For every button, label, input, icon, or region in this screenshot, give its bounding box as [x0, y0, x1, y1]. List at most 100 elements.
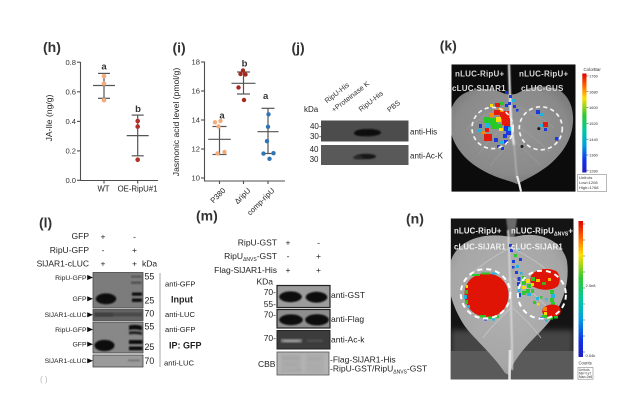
svg-text:+: + — [132, 245, 137, 255]
svg-text:70: 70 — [145, 309, 155, 319]
svg-text:(l): (l) — [39, 214, 52, 230]
svg-text:30: 30 — [310, 155, 319, 164]
svg-text:(n): (n) — [406, 210, 424, 226]
svg-text:Low=1208: Low=1208 — [579, 180, 598, 185]
svg-text:0.0: 0.0 — [65, 176, 76, 185]
svg-text:High=1768: High=1768 — [579, 185, 599, 190]
svg-text:Min=1e7: Min=1e7 — [579, 372, 592, 376]
svg-text:RipU-GFP: RipU-GFP — [50, 245, 90, 255]
svg-text:70: 70 — [145, 356, 155, 366]
svg-text:JA-Ile (ng/g): JA-Ile (ng/g) — [44, 94, 54, 141]
svg-text:nLUC-RipU+: nLUC-RipU+ — [455, 69, 504, 78]
svg-text:Jasmonic acid level (pmol/g): Jasmonic acid level (pmol/g) — [171, 68, 181, 177]
svg-text:+: + — [286, 238, 291, 248]
svg-text:RipUΔNVS-GST: RipUΔNVS-GST — [224, 251, 277, 263]
svg-text:cLUC-GUS: cLUC-GUS — [521, 84, 564, 93]
svg-text:1360: 1360 — [589, 153, 599, 158]
svg-text:+: + — [316, 265, 321, 275]
svg-text:70-: 70- — [264, 287, 276, 297]
svg-text:30-: 30- — [310, 132, 322, 141]
svg-text:SlJAR1-cLUC: SlJAR1-cLUC — [37, 259, 89, 269]
svg-text:RipU-GST: RipU-GST — [238, 238, 277, 248]
svg-text:a: a — [101, 62, 107, 73]
svg-text:SlJAR1-cLUC: SlJAR1-cLUC — [45, 312, 87, 319]
svg-text:-: - — [287, 251, 290, 261]
svg-text:(k): (k) — [440, 37, 457, 53]
svg-text:Input: Input — [171, 294, 193, 304]
svg-text:nLUC-RipUΔNVS+: nLUC-RipUΔNVS+ — [511, 227, 573, 238]
svg-text:cLUC-SlJAR1: cLUC-SlJAR1 — [454, 243, 506, 252]
svg-text:anti-LUC: anti-LUC — [164, 359, 194, 368]
svg-text:(m): (m) — [196, 208, 218, 224]
svg-text:-: - — [317, 238, 320, 248]
svg-text:1440: 1440 — [589, 137, 599, 142]
svg-text:1520: 1520 — [589, 121, 599, 126]
svg-text:GFP: GFP — [72, 231, 90, 241]
svg-text:0.4: 0.4 — [65, 117, 76, 126]
svg-text:CBB: CBB — [258, 359, 276, 369]
svg-text:nLUC-RipU+: nLUC-RipU+ — [519, 69, 568, 78]
svg-text:nLUC-RipU+: nLUC-RipU+ — [454, 227, 502, 236]
svg-text:1760: 1760 — [589, 74, 599, 79]
svg-text:Max=2e8: Max=2e8 — [579, 375, 592, 379]
svg-text:Counts: Counts — [579, 361, 592, 366]
svg-text:10: 10 — [192, 174, 200, 183]
svg-text:-: - — [133, 232, 136, 242]
svg-text:WT: WT — [97, 185, 109, 194]
svg-text:Flag-SlJAR1-His: Flag-SlJAR1-His — [214, 265, 277, 275]
svg-text:KDa: KDa — [257, 277, 274, 287]
svg-text:b: b — [242, 58, 248, 69]
svg-text:25: 25 — [145, 296, 155, 306]
svg-text:18: 18 — [192, 58, 200, 67]
svg-text:0.2: 0.2 — [65, 147, 76, 156]
svg-text:RipU-GFP: RipU-GFP — [55, 275, 87, 282]
svg-text:70-: 70- — [264, 310, 276, 320]
svg-text:(h): (h) — [43, 39, 61, 55]
svg-text:40-: 40- — [310, 122, 322, 131]
svg-text:1280: 1280 — [589, 168, 599, 173]
svg-text:14: 14 — [192, 116, 200, 125]
svg-text:kDa: kDa — [142, 259, 157, 269]
svg-text:-: - — [102, 245, 105, 255]
svg-text:RipU-GFP: RipU-GFP — [55, 327, 87, 334]
svg-text:anti-Ac-k: anti-Ac-k — [331, 335, 365, 345]
svg-text:12: 12 — [192, 145, 200, 154]
svg-text:+: + — [101, 232, 106, 242]
svg-text:0.04k: 0.04k — [586, 353, 596, 358]
svg-text:-Flag-SlJAR1-His: -Flag-SlJAR1-His — [330, 355, 396, 365]
svg-text:a: a — [219, 111, 225, 122]
svg-text:anti-Ac-K: anti-Ac-K — [410, 152, 444, 161]
svg-text:anti-GFP: anti-GFP — [165, 325, 195, 334]
svg-text:GFP: GFP — [73, 342, 87, 349]
svg-text:1600: 1600 — [589, 105, 599, 110]
svg-text:(j): (j) — [292, 39, 305, 55]
svg-text:anti-GFP: anti-GFP — [165, 280, 195, 289]
svg-text:kDa: kDa — [304, 105, 319, 114]
svg-text:55-: 55- — [264, 299, 276, 309]
svg-text:+: + — [101, 259, 106, 269]
svg-text:b: b — [135, 104, 141, 115]
svg-text:55: 55 — [145, 322, 155, 332]
svg-text:16: 16 — [192, 87, 200, 96]
svg-text:40: 40 — [310, 145, 319, 154]
svg-text:cLUC-SlJAR1: cLUC-SlJAR1 — [511, 243, 563, 252]
svg-text:25: 25 — [145, 342, 155, 352]
svg-text:anti-His: anti-His — [410, 128, 437, 137]
svg-text:+: + — [316, 251, 321, 261]
svg-text:anti-LUC: anti-LUC — [165, 310, 195, 319]
svg-text:2.0e8: 2.0e8 — [586, 283, 597, 288]
svg-text:0.6: 0.6 — [65, 87, 76, 96]
svg-text:GFP: GFP — [73, 296, 87, 303]
svg-text:55: 55 — [145, 272, 155, 282]
svg-text:+: + — [132, 259, 137, 269]
svg-text:+: + — [286, 265, 291, 275]
svg-text:anti-Flag: anti-Flag — [331, 314, 364, 324]
svg-text:SlJAR1-cLUC: SlJAR1-cLUC — [45, 358, 87, 365]
svg-text:cLUC-SlJAR1: cLUC-SlJAR1 — [452, 84, 506, 93]
svg-text:(i): (i) — [173, 39, 186, 55]
svg-text:IP: GFP: IP: GFP — [169, 341, 202, 351]
svg-text:1680: 1680 — [589, 89, 599, 94]
svg-text:( ): ( ) — [40, 375, 48, 384]
svg-text:OE-RipU#1: OE-RipU#1 — [118, 185, 158, 194]
svg-text:70-: 70- — [264, 333, 276, 343]
